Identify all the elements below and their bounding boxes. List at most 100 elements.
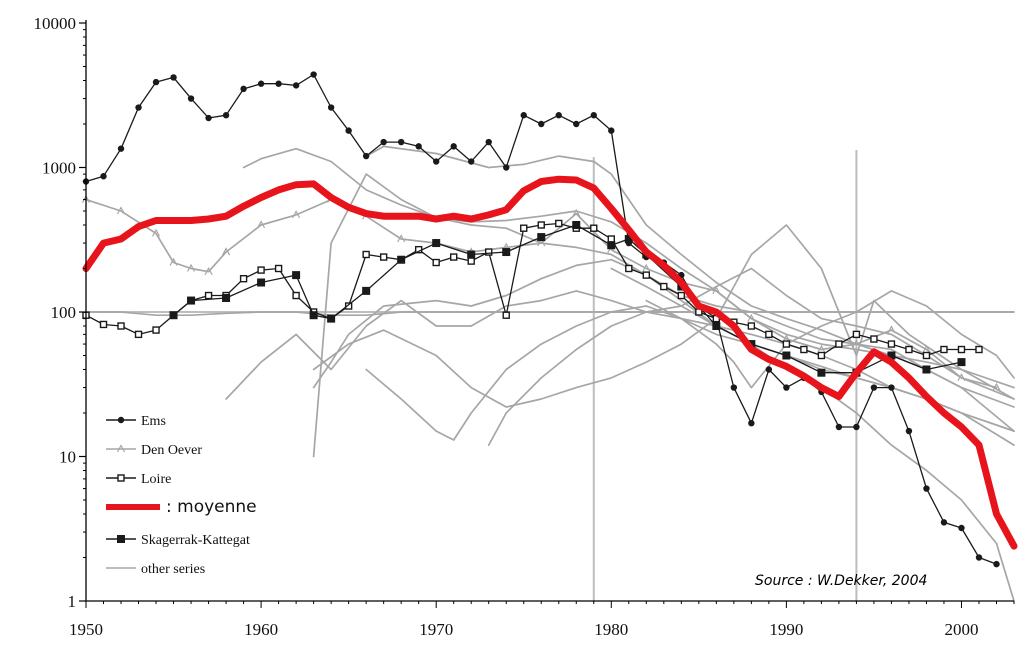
series-loire-point (800, 345, 808, 354)
series-loire-point (957, 345, 966, 354)
series-ems-point (275, 80, 282, 87)
series-loire-point (449, 253, 458, 261)
series-ems-point (975, 554, 983, 561)
series-ems-point (240, 85, 247, 93)
series-ems-point (100, 173, 107, 180)
series-skagerrak-kattegat-point (624, 235, 633, 244)
series-loire-point (502, 311, 510, 319)
series-skagerrak-kattegat-point (327, 314, 336, 323)
y-tick-label: 10 (59, 448, 76, 467)
series-ems-point (187, 95, 195, 102)
legend-label: Ems (141, 414, 166, 429)
legend-item-den-oever: Den Oever (106, 443, 202, 458)
x-tick-label: 1950 (69, 620, 103, 639)
mean-series-group (82, 175, 1018, 550)
series-ems-point (152, 78, 160, 86)
series-loire-point (642, 271, 651, 279)
series-ems-point (415, 143, 422, 150)
series-ems-point (117, 145, 125, 152)
series-skagerrak-kattegat-point (537, 233, 546, 242)
series-loire-point (887, 340, 896, 348)
series-skagerrak-kattegat-point (309, 311, 318, 320)
legend: Ems Den Oever Loire : moyenne Skagerrak-Katt… (106, 414, 257, 577)
series-den-oever-point (187, 263, 196, 272)
series-skagerrak-kattegat-point (257, 278, 266, 287)
series-skagerrak-kattegat-point (222, 293, 231, 302)
series-skagerrak-kattegat-point (432, 239, 441, 248)
series-other-series-11 (85, 311, 1015, 317)
series-skagerrak-kattegat-point (397, 255, 406, 264)
series-loire-point (905, 345, 913, 354)
series-skagerrak-kattegat-point (887, 351, 896, 360)
legend-label: Den Oever (141, 443, 202, 458)
series-ems-point (450, 143, 457, 150)
x-tick-label: 1990 (769, 620, 803, 639)
series-loire-point (975, 345, 983, 354)
series-ems-point (888, 384, 895, 391)
series-ems-point (310, 71, 317, 78)
series-loire-point (274, 264, 283, 273)
series-loire-point (379, 253, 388, 261)
series-den-oever-point (397, 234, 406, 243)
series-den-oever-point (169, 257, 178, 266)
series-den-oever-point (782, 334, 791, 343)
series-loire-point (257, 266, 265, 274)
series-ems-point (327, 104, 335, 111)
series-skagerrak-kattegat-point (187, 296, 196, 305)
series-skagerrak-kattegat-point (607, 241, 616, 250)
series-ems-point (958, 524, 965, 532)
series-skagerrak-kattegat-point (712, 322, 721, 331)
series-den-oever-point (642, 263, 651, 272)
legend-item-moyenne: : moyenne (106, 497, 257, 517)
legend-swatch-point (116, 444, 126, 453)
legend-item-loire: Loire (106, 472, 171, 487)
legend-label: Loire (141, 472, 171, 487)
legend-label: other series (141, 562, 205, 577)
series-loire-point (520, 224, 528, 232)
series-ems-point (520, 112, 527, 119)
series-ems-point (905, 427, 913, 435)
series-ems-point (538, 120, 545, 128)
series-skagerrak-kattegat-point (292, 271, 301, 280)
y-tick-label: 10000 (34, 14, 77, 33)
series-other-series-5 (312, 224, 1015, 408)
series-loire-point (432, 258, 440, 267)
source-note: Source : W.Dekker, 2004 (755, 573, 927, 589)
series-ems-point (503, 164, 510, 171)
series-line-other-series-8 (487, 267, 1015, 446)
legend-item-ems: Ems (106, 414, 166, 429)
series-loire-point (467, 257, 475, 265)
dark-series-group (82, 71, 1000, 568)
series-other-series-9 (645, 290, 1015, 389)
series-ems-point (485, 138, 492, 146)
series-skagerrak-kattegat-point (817, 368, 826, 377)
series-line-other-series-9 (645, 290, 1015, 389)
series-line-other-series-1 (242, 147, 1015, 408)
series-line-moyenne (82, 175, 1018, 550)
series-loire-point (590, 224, 598, 232)
series-den-oever-point (222, 247, 231, 256)
series-line-other-series-11 (85, 311, 1015, 317)
series-ems-point (555, 112, 562, 119)
series-loire-point (117, 322, 125, 330)
series-loire-point (362, 250, 370, 259)
series-skagerrak-kattegat-point (467, 250, 476, 259)
series-ems-point (993, 560, 1000, 568)
legend-item-other-series: other series (106, 562, 205, 577)
series-ems-point (397, 138, 405, 146)
series-line-other-series-5 (312, 224, 1015, 408)
series-ems-point (748, 420, 755, 427)
series-loire-point (835, 340, 843, 348)
y-tick-label: 1 (68, 592, 77, 611)
series-loire-point (817, 351, 826, 360)
series-loire-point (940, 345, 948, 354)
series-other-series-6 (225, 290, 1015, 446)
series-ems-point (292, 82, 300, 89)
series-skagerrak-kattegat-point (362, 286, 371, 295)
series-skagerrak-kattegat-point (169, 311, 178, 320)
legend-label: Skagerrak-Kattegat (141, 533, 250, 548)
x-tick-label: 1970 (419, 620, 453, 639)
series-line-loire (85, 222, 980, 357)
series-den-oever-point (204, 266, 213, 276)
series-loire-point (537, 221, 545, 229)
